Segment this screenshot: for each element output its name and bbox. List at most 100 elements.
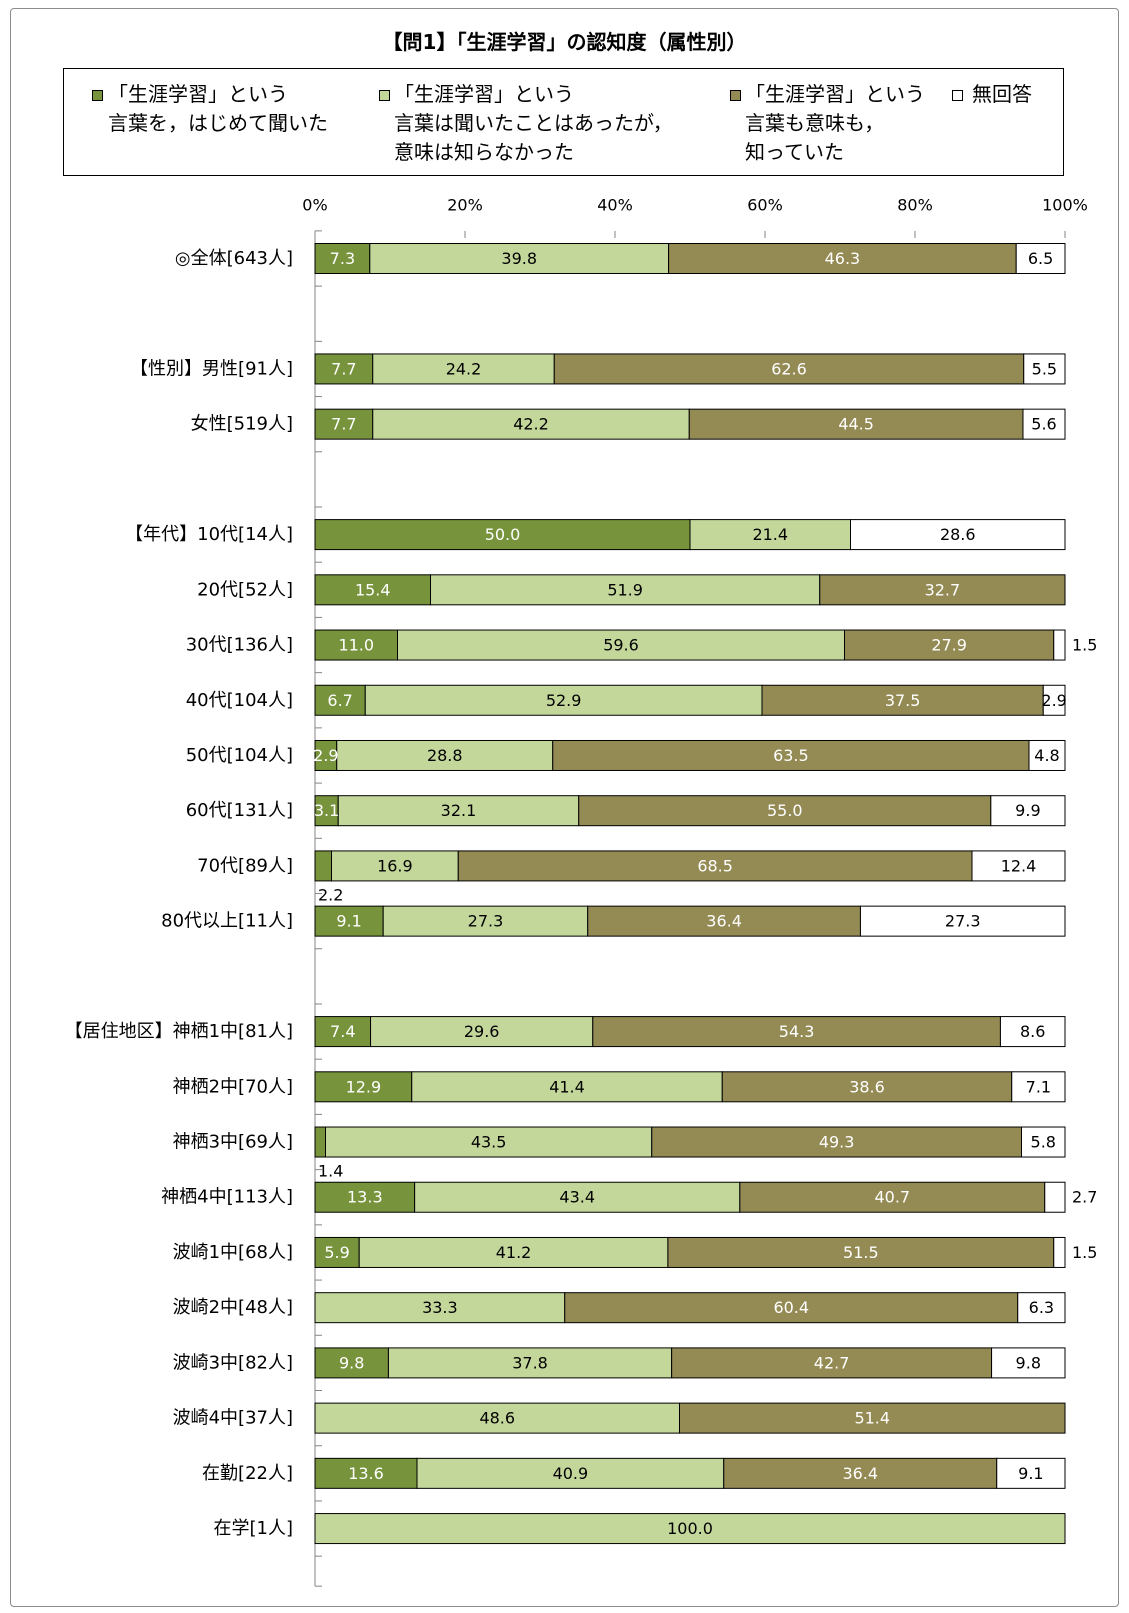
data-label: 54.3: [779, 1022, 815, 1041]
bar-segment: [990, 795, 1066, 827]
data-label: 51.5: [843, 1243, 879, 1262]
data-label: 3.1: [314, 801, 339, 820]
data-label: 51.9: [607, 580, 643, 599]
category-label: 波崎4中[37人]: [173, 1408, 293, 1429]
data-label: 42.7: [814, 1353, 850, 1372]
data-label: 36.4: [706, 912, 742, 931]
x-tick-label: 0%: [302, 196, 327, 215]
data-label: 6.5: [1028, 249, 1053, 268]
data-label: 7.4: [330, 1022, 355, 1041]
data-label: 41.4: [549, 1077, 585, 1096]
bar-segment: [411, 1071, 723, 1103]
category-label: 波崎1中[68人]: [173, 1242, 293, 1263]
bar-segment: [372, 353, 555, 385]
data-label: 8.6: [1020, 1022, 1045, 1041]
data-label: 42.2: [513, 415, 549, 434]
data-label: 36.4: [842, 1464, 878, 1483]
category-label: 女性[519人]: [191, 414, 293, 435]
category-label: 波崎3中[82人]: [173, 1352, 293, 1373]
x-tick-label: 20%: [447, 196, 483, 215]
data-label: 2.7: [1072, 1188, 1097, 1207]
bar-segment: [430, 574, 821, 606]
bar-segment: [314, 629, 398, 661]
bar-segment: [325, 1126, 653, 1158]
bar-segment: [314, 1181, 416, 1213]
bar-segment: [314, 519, 691, 551]
bar-segment: [723, 1457, 998, 1489]
category-label: 【性別】男性[91人]: [130, 358, 293, 379]
data-label: 48.6: [479, 1409, 515, 1428]
bar-segment: [667, 1236, 1055, 1268]
data-label: 6.3: [1029, 1298, 1054, 1317]
category-label: 50代[104人]: [186, 745, 293, 766]
category-label: 30代[136人]: [186, 635, 293, 656]
bar-segment: [314, 353, 374, 385]
data-label: 28.6: [940, 525, 976, 544]
category-label: 40代[104人]: [186, 690, 293, 711]
data-label: 33.3: [422, 1298, 458, 1317]
bar-segment: [679, 1402, 1066, 1434]
legend-label-first-heard: 「生涯学習」という 言葉を，はじめて聞いた: [108, 82, 328, 135]
bar-segment: [414, 1181, 741, 1213]
legend-swatch-knew-meaning: [730, 90, 741, 101]
data-label: 7.7: [331, 359, 356, 378]
category-labels: ◎全体[643人] 【性別】男性[91人] 女性[519人] 【年代】10代[14人]…: [65, 248, 293, 1539]
category-label: 神栖3中[69人]: [173, 1132, 293, 1153]
category-label: 在勤[22人]: [202, 1463, 293, 1484]
bar-segment: [314, 1347, 389, 1379]
bar-segment: [553, 353, 1025, 385]
bar-segment: [689, 519, 851, 551]
bars: [314, 243, 1066, 1545]
data-label: 9.1: [336, 912, 361, 931]
data-label: 28.8: [427, 746, 463, 765]
legend-label-no-answer: 無回答: [972, 82, 1032, 106]
data-label: 4.8: [1034, 746, 1059, 765]
data-label: 37.8: [512, 1353, 548, 1372]
legend-label-knew-meaning: 「生涯学習」という 言葉も意味も， 知っていた: [745, 82, 925, 164]
legend-swatch-first-heard: [92, 90, 103, 101]
category-label: 【年代】10代[14人]: [125, 524, 293, 545]
data-label: 27.3: [468, 912, 504, 931]
bar-segment: [587, 905, 861, 937]
x-tick-label: 100%: [1042, 196, 1088, 215]
data-label: 40.9: [553, 1464, 589, 1483]
bar-segment: [314, 1457, 418, 1489]
data-label: 6.7: [327, 691, 352, 710]
data-label: 5.9: [324, 1243, 349, 1262]
data-label: 9.8: [1016, 1353, 1041, 1372]
category-label: 在学[1人]: [214, 1518, 294, 1539]
data-label: 43.5: [471, 1133, 507, 1152]
bar-segment: [1011, 1071, 1066, 1103]
data-label: 12.9: [346, 1077, 382, 1096]
bar-segment: [382, 905, 589, 937]
bar-segment: [552, 739, 1030, 771]
bar-segment: [996, 1457, 1066, 1489]
bar-segment: [1021, 1126, 1066, 1158]
data-label: 13.6: [348, 1464, 384, 1483]
bar-segment: [859, 905, 1066, 937]
category-label: ◎全体[643人]: [175, 248, 293, 269]
data-label: 49.3: [819, 1133, 855, 1152]
data-label: 44.5: [838, 415, 874, 434]
data-label: 16.9: [377, 856, 413, 875]
category-label: 60代[131人]: [186, 800, 293, 821]
data-label: 29.6: [464, 1022, 500, 1041]
x-tick-label: 60%: [747, 196, 783, 215]
data-label: 7.3: [330, 249, 355, 268]
bar-segment: [1053, 629, 1066, 661]
bar-segment: [1044, 1181, 1066, 1213]
bar-segment: [314, 684, 366, 716]
bar-segment: [1042, 684, 1066, 716]
bar-segment: [999, 1016, 1066, 1048]
bar-segment: [1015, 243, 1066, 274]
data-label: 9.1: [1018, 1464, 1043, 1483]
data-label: 38.6: [849, 1077, 885, 1096]
bar-segment: [397, 629, 845, 661]
data-label: 52.9: [546, 691, 582, 710]
bar-segment: [1022, 408, 1066, 440]
bar-segment: [314, 1402, 680, 1434]
data-label: 46.3: [825, 249, 861, 268]
data-label: 43.4: [559, 1188, 595, 1207]
chart-frame: [10, 8, 1119, 1607]
